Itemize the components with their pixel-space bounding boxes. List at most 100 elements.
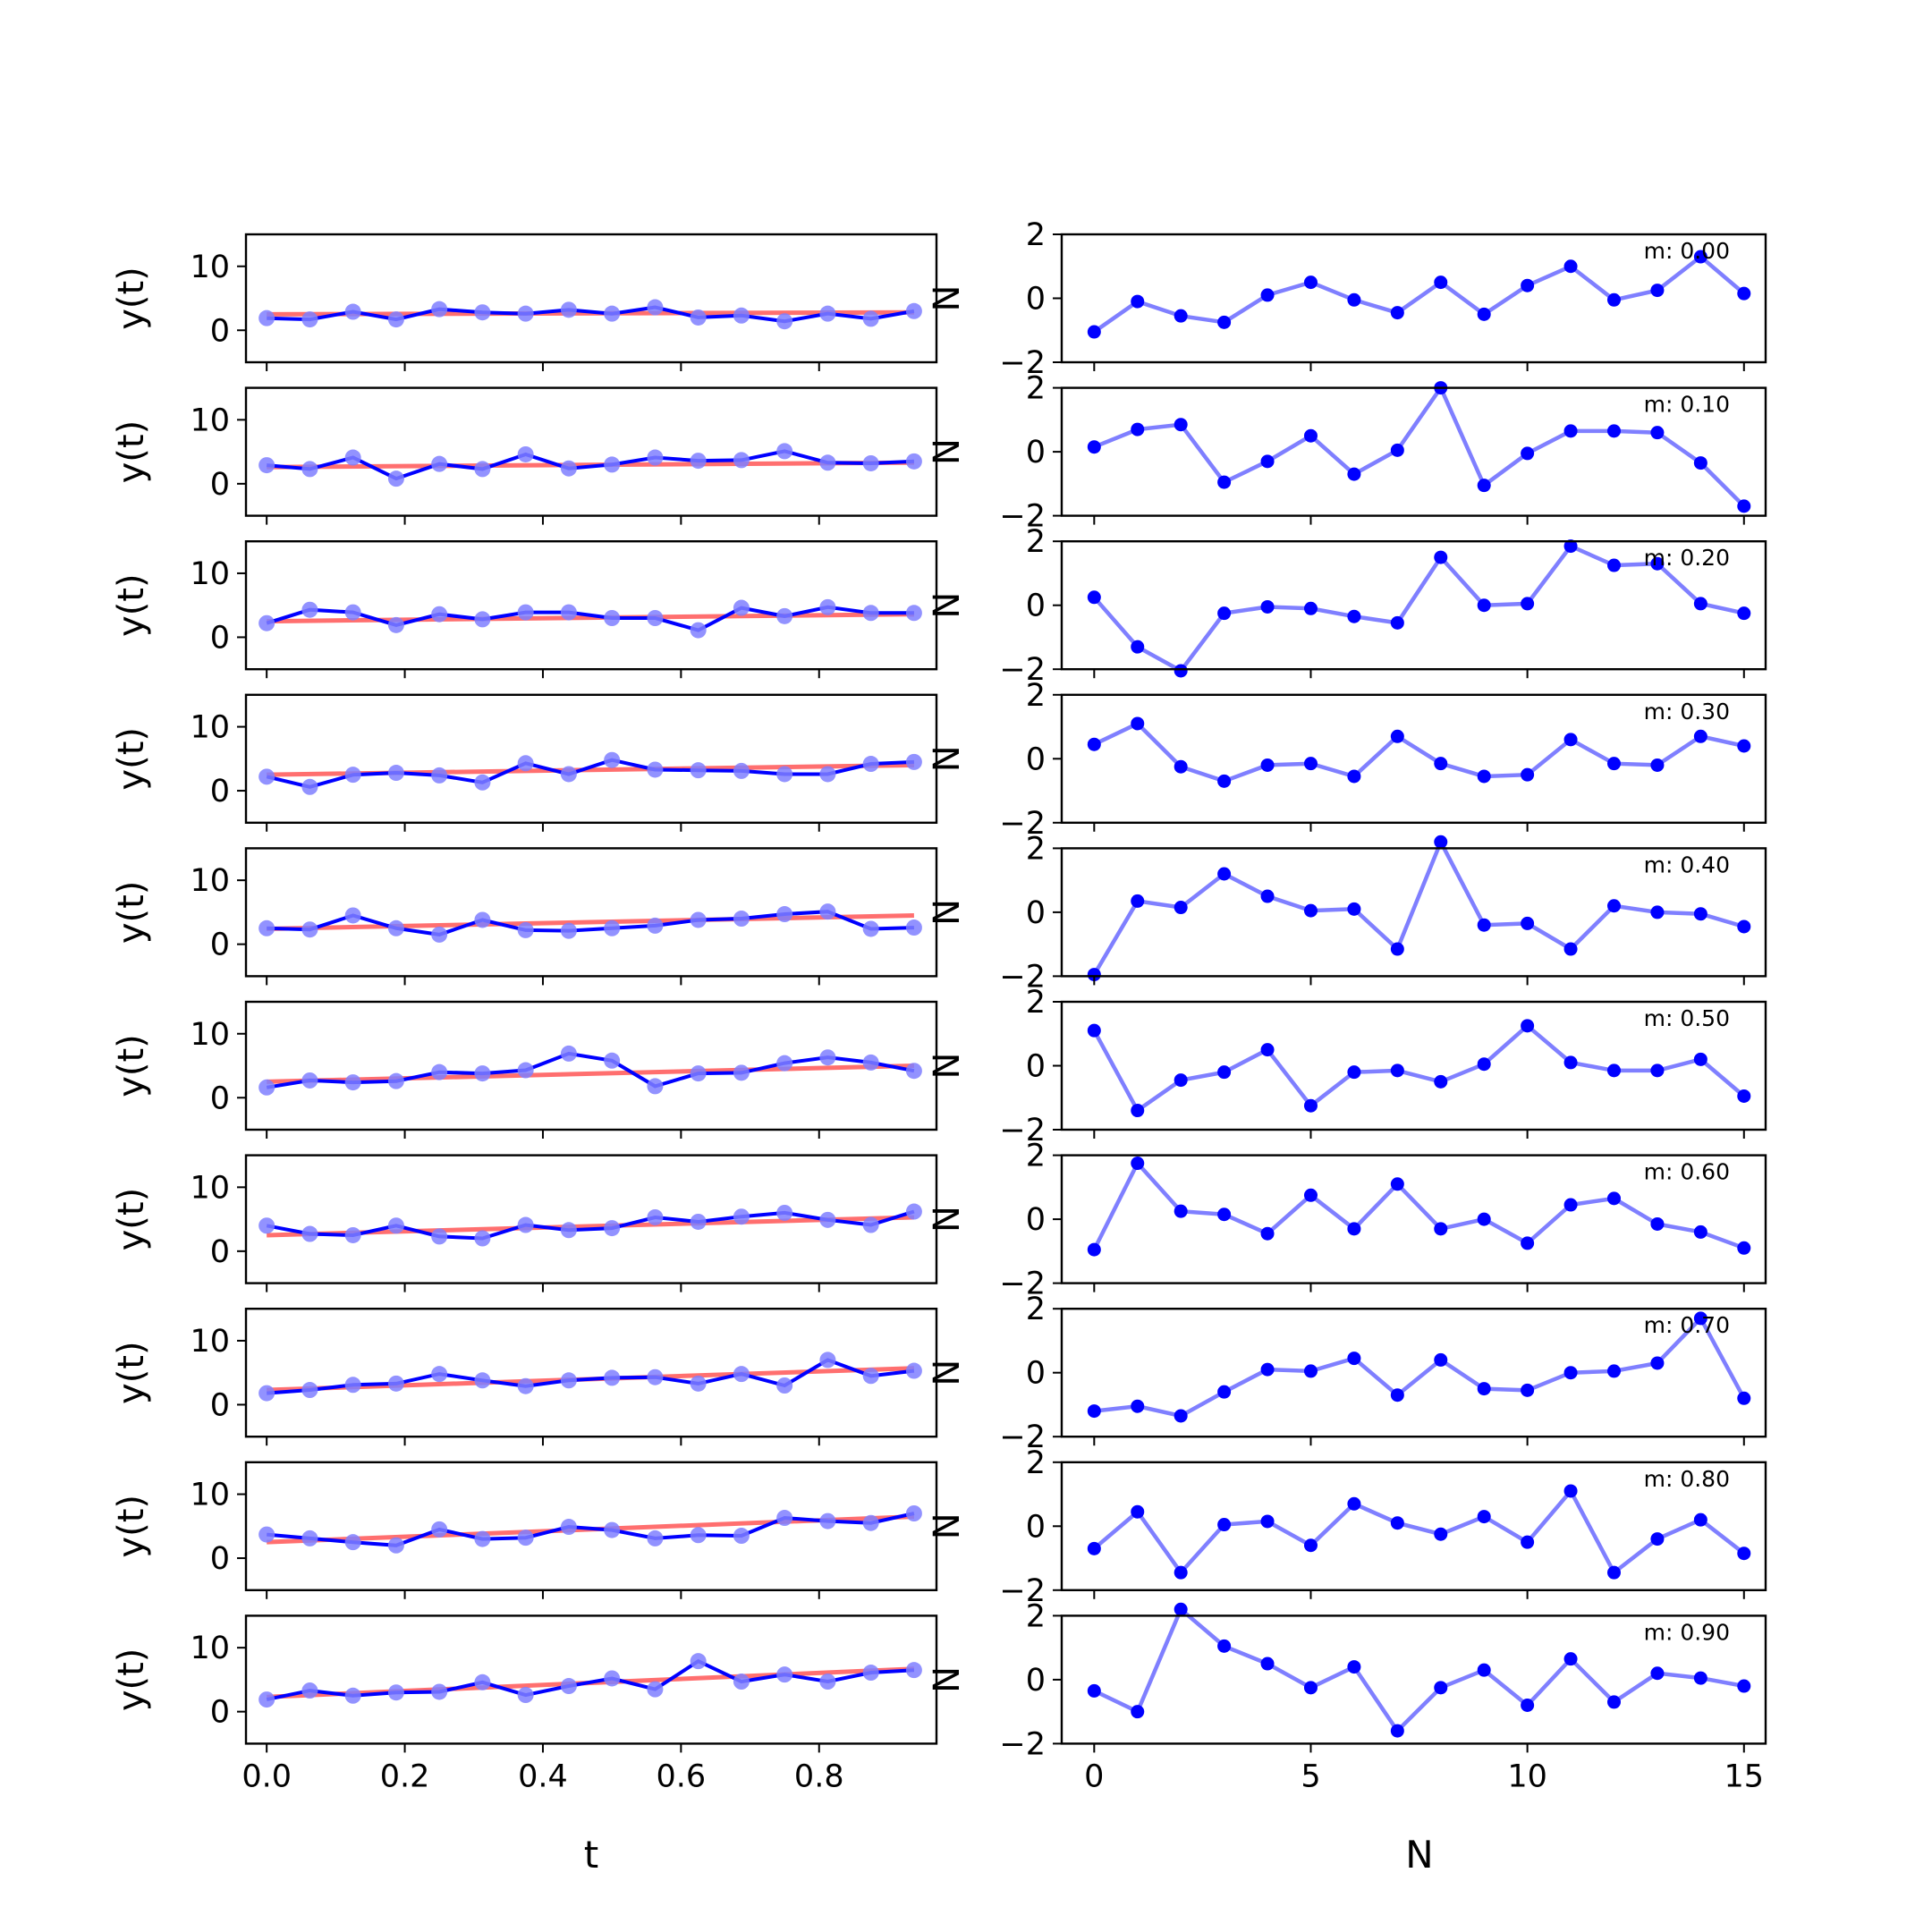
data-point: [1693, 597, 1707, 611]
data-point: [560, 1519, 577, 1536]
data-point: [1260, 1043, 1275, 1057]
data-point: [1650, 758, 1665, 772]
data-point: [431, 926, 448, 943]
data-point: [776, 1204, 793, 1221]
y-tick-label: −2: [999, 499, 1046, 535]
axes-frame: [244, 1614, 938, 1745]
y-tick-label: −2: [999, 1419, 1046, 1455]
data-point: [474, 304, 491, 321]
data-point: [1087, 1541, 1101, 1555]
data-point: [1477, 918, 1491, 932]
data-point: [1217, 606, 1232, 621]
data-point: [604, 1521, 621, 1538]
data-point: [1477, 479, 1491, 493]
data-point: [1477, 1057, 1491, 1072]
y-tick-label: 10: [190, 1631, 230, 1666]
data-point: [647, 449, 664, 466]
data-point: [517, 755, 534, 772]
data-point: [474, 1530, 491, 1547]
data-point: [1303, 1364, 1318, 1378]
data-point: [1087, 1242, 1101, 1257]
data-point: [776, 607, 793, 624]
data-point: [1521, 1535, 1535, 1549]
y-tick-label: 0: [210, 1234, 230, 1270]
panel-label: m: 0.90: [1644, 1619, 1730, 1645]
y-tick-label: 10: [190, 250, 230, 285]
data-point: [1347, 1065, 1361, 1080]
data-point: [1217, 867, 1232, 881]
data-point: [1087, 968, 1101, 982]
right-panel-4: m: 0.40 −2 0 2 N: [927, 831, 1767, 995]
data-point: [474, 1674, 491, 1690]
data-point: [1390, 443, 1404, 457]
series-line: [1092, 836, 1745, 976]
y-tick-label: 2: [1026, 1139, 1046, 1174]
data-point: [604, 305, 621, 322]
data-point: [1390, 1724, 1404, 1738]
data-point: [1390, 729, 1404, 743]
panel-label: m: 0.70: [1644, 1312, 1730, 1338]
data-point: [862, 1665, 879, 1682]
data-point: [1521, 446, 1535, 461]
data-point: [905, 453, 922, 470]
y-tick-label: 2: [1026, 524, 1046, 560]
data-point: [1303, 1538, 1318, 1553]
series-line: [1092, 1487, 1746, 1576]
data-point: [1737, 919, 1751, 934]
y-axis-label: y(t): [111, 727, 152, 791]
data-point: [1650, 1666, 1665, 1681]
data-point: [647, 917, 664, 934]
left-panel-1: 0 10 y(t): [111, 386, 938, 525]
data-point: [819, 766, 836, 783]
data-point: [1606, 558, 1621, 572]
data-point: [344, 767, 361, 784]
series-line: [267, 1512, 915, 1547]
data-point: [733, 1528, 750, 1545]
data-point: [604, 1052, 621, 1069]
data-point: [862, 1054, 879, 1071]
data-point: [517, 445, 534, 462]
y-tick-label: 0: [210, 313, 230, 349]
series-line: [1092, 1022, 1746, 1114]
data-point: [301, 601, 318, 618]
data-point: [560, 1678, 577, 1695]
right-panel-2: m: 0.20 −2 0 2 N: [927, 524, 1767, 688]
data-point: [1260, 1226, 1275, 1241]
data-point: [431, 1063, 448, 1080]
axes-frame: [244, 847, 938, 978]
data-point: [387, 919, 404, 936]
y-tick-label: 0: [210, 1695, 230, 1731]
data-point: [1347, 467, 1361, 481]
data-point: [862, 454, 879, 471]
data-point: [1693, 1311, 1707, 1326]
y-tick-label: 0: [1026, 1049, 1046, 1085]
y-tick-label: −2: [999, 806, 1046, 842]
axes-frame: [244, 386, 938, 517]
data-point: [905, 1063, 922, 1080]
data-point: [819, 305, 836, 322]
data-point: [1650, 556, 1665, 571]
data-point: [387, 1537, 404, 1554]
data-point: [1521, 916, 1535, 930]
data-point: [690, 1375, 707, 1392]
data-point: [1260, 599, 1275, 614]
right-panel-7: m: 0.70 −2 0 2 N: [927, 1292, 1767, 1455]
y-tick-label: −2: [999, 959, 1046, 995]
data-point: [1521, 1383, 1535, 1397]
data-point: [517, 1062, 534, 1079]
data-point: [1434, 835, 1448, 849]
series-line: [266, 758, 914, 789]
axes-frame: [244, 693, 938, 824]
data-point: [1131, 294, 1145, 309]
data-point: [387, 1684, 404, 1701]
y-tick-label: 0: [210, 620, 230, 656]
y-axis-label: y(t): [111, 1188, 152, 1251]
y-axis-label: y(t): [111, 881, 152, 945]
data-point: [560, 1372, 577, 1389]
y-tick-label: 10: [190, 863, 230, 899]
y-tick-label: −2: [999, 1267, 1046, 1302]
left-panel-2: 0 10 y(t): [111, 540, 938, 679]
data-point: [1131, 1504, 1145, 1519]
data-point: [905, 605, 922, 622]
data-point: [776, 766, 793, 783]
